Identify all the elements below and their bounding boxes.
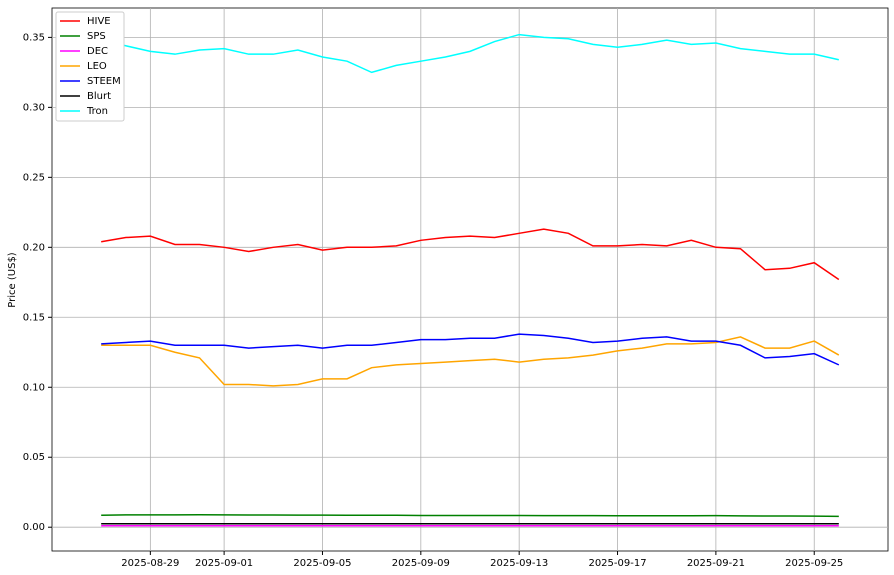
y-axis-label: Price (US$)	[7, 252, 18, 308]
y-tick-label: 0.35	[23, 32, 45, 43]
x-tick-label: 2025-09-13	[490, 558, 548, 569]
series-line	[101, 33, 839, 74]
legend-label: STEEM	[87, 76, 121, 87]
y-tick-label: 0.15	[23, 312, 45, 323]
series-line	[101, 228, 840, 281]
plot-frame	[51, 7, 889, 552]
series-line	[101, 336, 840, 387]
x-tick-label: 2025-09-05	[293, 558, 351, 569]
legend-label: Tron	[86, 106, 108, 117]
x-tick-label: 2025-09-01	[195, 558, 253, 569]
series-line	[101, 333, 840, 366]
y-tick-label: 0.10	[23, 382, 45, 393]
series-line	[101, 513, 839, 518]
legend-box	[55, 11, 125, 122]
y-tick-label: 0.25	[23, 172, 45, 183]
x-tick-label: 2025-08-29	[121, 558, 179, 569]
legend-label: HIVE	[87, 16, 111, 27]
legend-label: DEC	[87, 46, 108, 57]
legend-label: Blurt	[87, 91, 111, 102]
x-tick-label: 2025-09-17	[588, 558, 646, 569]
y-tick-label: 0.00	[23, 522, 45, 533]
y-tick-label: 0.05	[23, 452, 45, 463]
x-tick-label: 2025-09-25	[785, 558, 843, 569]
y-tick-label: 0.30	[23, 102, 45, 113]
legend-label: SPS	[87, 31, 106, 42]
legend-label: LEO	[87, 61, 107, 72]
x-tick-label: 2025-09-21	[687, 558, 745, 569]
y-tick-label: 0.20	[23, 242, 45, 253]
x-tick-label: 2025-09-09	[392, 558, 450, 569]
